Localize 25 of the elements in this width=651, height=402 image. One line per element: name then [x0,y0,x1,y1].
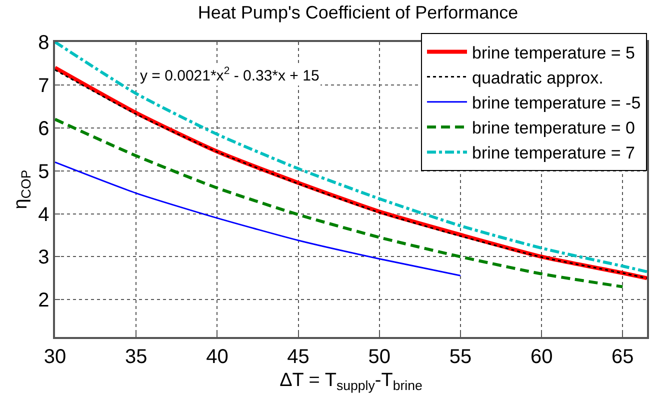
legend-label: brine temperature = 5 [472,43,636,62]
legend-label: quadratic approx. [472,68,604,88]
legend-label: brine temperature = 0 [472,118,636,138]
y-tick-label: 8 [38,32,50,54]
x-tick-label: 40 [206,346,228,368]
x-tick-label: 30 [44,346,66,368]
x-axis-title: ΔT = T$_{supply}$-T$_{brine}$ [280,370,422,394]
x-tick-label: 50 [368,346,391,368]
y-tick-label: 5 [38,160,50,183]
chart-title: Heat Pump's Coefficient of Performance [198,2,518,23]
y-tick-label: 3 [38,246,50,269]
x-tick-label: 65 [612,346,634,368]
annotation: y = 0.0021*x$^{2}$ - 0.33*x + 15 [140,65,320,84]
line-series [55,118,624,288]
y-tick-label: 6 [38,118,50,140]
x-tick-label: 45 [287,346,310,368]
legend-label: brine temperature = 7 [472,144,636,163]
y-tick-label: 4 [38,204,50,226]
y-tick-label: 2 [38,290,50,312]
y-tick-label: 7 [38,74,50,97]
x-tick-label: 55 [449,346,472,368]
x-tick-label: 35 [124,346,148,368]
legend-label: brine temperature = -5 [472,94,641,113]
line-series [55,161,462,276]
x-tick-label: 60 [530,346,553,368]
